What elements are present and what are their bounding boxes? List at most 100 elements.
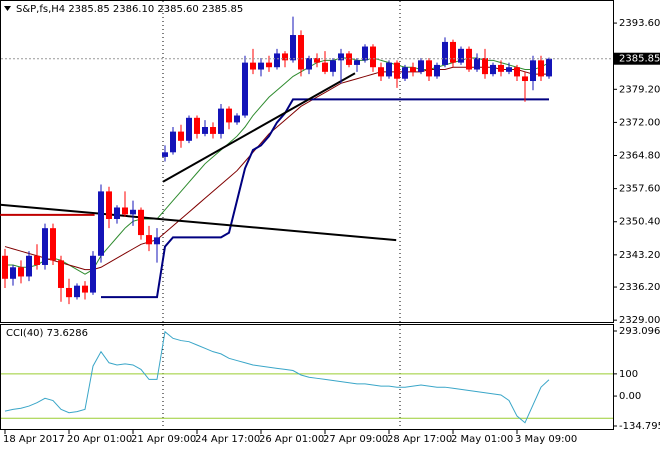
x-tick-label: 27 Apr 09:00 — [323, 434, 388, 445]
indicator-line — [101, 98, 549, 299]
candle-body — [322, 62, 328, 72]
chart-title: S&P,fs,H4 2385.85 2386.10 2385.60 2385.8… — [16, 4, 243, 15]
candle-body — [330, 60, 336, 72]
candle-body — [458, 48, 464, 63]
x-tick-label: 21 Apr 09:00 — [131, 434, 196, 445]
candle-body — [258, 62, 264, 70]
candle-body — [442, 41, 448, 65]
menu-arrow — [4, 6, 11, 11]
candle-body — [546, 58, 552, 77]
y-tick-label: 2364.80 — [619, 151, 660, 162]
candle-body — [450, 41, 456, 63]
candle-body — [154, 237, 160, 245]
candle-body — [482, 58, 488, 75]
candle-body — [514, 67, 520, 77]
candle-body — [210, 127, 216, 134]
y-tick-label: 2343.20 — [619, 250, 660, 261]
candle-body — [202, 127, 208, 134]
candle-body — [402, 67, 408, 79]
candle-body — [122, 207, 128, 215]
candle-body — [386, 62, 392, 77]
y-tick-label: 2357.60 — [619, 184, 660, 195]
y-tick-label: 0.00 — [619, 391, 641, 402]
candle-body — [362, 46, 368, 61]
candle-body — [418, 60, 424, 72]
candle-body — [394, 62, 400, 79]
x-tick-label: 26 Apr 01:00 — [259, 434, 324, 445]
candle-body — [338, 53, 344, 61]
candle-body — [266, 62, 272, 68]
candle-body — [58, 260, 64, 288]
candle-body — [306, 58, 312, 70]
candle-body — [186, 117, 192, 141]
y-tick-label: 2329.00 — [619, 315, 660, 326]
x-tick-label: 24 Apr 17:00 — [195, 434, 260, 445]
candle-body — [74, 285, 80, 298]
candle-body — [178, 131, 184, 141]
candle-body — [42, 228, 48, 265]
candle-body — [506, 67, 512, 72]
y-tick-label: 2379.20 — [619, 84, 660, 95]
candle-body — [18, 267, 24, 277]
candle-body — [434, 64, 440, 77]
candle-body — [234, 115, 240, 123]
y-tick-label: 2393.60 — [619, 18, 660, 29]
last-price-box — [614, 52, 660, 65]
cci-title: CCI(40) 73.6286 — [6, 328, 88, 339]
candle-body — [162, 152, 168, 157]
candle-body — [10, 267, 16, 279]
candle-body — [426, 60, 432, 77]
candle-body — [226, 108, 232, 123]
candle-body — [498, 64, 504, 72]
candle-body — [82, 285, 88, 293]
main-panel — [0, 0, 614, 323]
y-tick-label: 100 — [619, 369, 638, 380]
candle-body — [538, 60, 544, 77]
candle-body — [218, 108, 224, 134]
candle-body — [50, 228, 56, 261]
x-tick-label: 28 Apr 17:00 — [387, 434, 452, 445]
candle-body — [146, 235, 152, 245]
candle-body — [474, 58, 480, 70]
candle-body — [370, 46, 376, 68]
candle-body — [354, 60, 360, 65]
x-tick-label: 18 Apr 2017 — [3, 434, 65, 445]
candle-body — [130, 209, 136, 215]
candle-body — [106, 191, 112, 219]
trend-line — [162, 72, 356, 183]
candle-body — [114, 207, 120, 219]
candle-body — [378, 67, 384, 77]
candle-body — [410, 67, 416, 72]
candle-body — [490, 64, 496, 75]
candle-body — [170, 131, 176, 153]
cci-line — [4, 330, 550, 424]
candle-body — [26, 255, 32, 277]
candle-body — [530, 60, 536, 82]
candle-body — [522, 76, 528, 82]
last-price-label: 2385.85 — [619, 54, 660, 65]
candle-body — [290, 35, 296, 61]
candle-body — [34, 255, 40, 265]
trend-line — [0, 203, 397, 242]
y-tick-label: 2372.00 — [619, 117, 660, 128]
candle-body — [274, 53, 280, 68]
y-tick-label: 2336.20 — [619, 282, 660, 293]
x-tick-label: 3 May 09:00 — [515, 434, 577, 445]
candle-body — [66, 287, 72, 298]
candle-body — [90, 255, 96, 293]
candle-body — [282, 53, 288, 61]
candle-body — [242, 62, 248, 116]
x-tick-label: 20 Apr 01:00 — [67, 434, 132, 445]
candle-body — [194, 117, 200, 134]
candle-body — [298, 35, 304, 70]
candle-body — [2, 255, 8, 279]
candle-body — [98, 191, 104, 256]
x-tick-label: 2 May 01:00 — [451, 434, 513, 445]
candle-body — [138, 209, 144, 236]
candle-body — [314, 58, 320, 63]
y-tick-label: 2350.40 — [619, 217, 660, 228]
candle-body — [250, 62, 256, 70]
y-tick-label: -134.7955 — [619, 421, 660, 432]
